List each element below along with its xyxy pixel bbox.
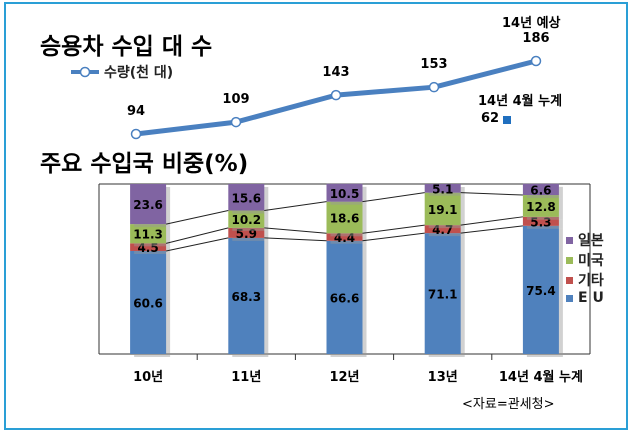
bar-value-label: 66.6 [330,291,360,305]
line-chart: 94 109 143 153 186 [127,31,550,140]
series-connector [362,232,425,242]
legend-eu: E U [566,290,604,306]
legend-etc-swatch [566,276,573,284]
series-connector [362,192,425,203]
legend-usa-label: 미국 [578,253,604,269]
legend-eu-swatch [566,294,573,302]
bar-segment-미국 [326,201,363,234]
bar-chart-title: 주요 수입국 비중(%) [40,151,249,177]
legend-etc-label: 기타 [578,273,604,289]
series-connector [264,237,327,242]
series-connector [165,237,229,252]
legend-japan-swatch [566,236,573,244]
bar-value-label: 4.5 [137,241,158,255]
bar-segment-미국 [522,195,559,217]
category-label: 11년 [231,370,261,385]
category-label: 13년 [428,370,458,385]
bar-segment-미국 [228,210,265,228]
category-label: 12년 [329,370,359,385]
bar-value-label: 15.6 [231,191,261,205]
line-value-label: 153 [420,57,447,72]
bar-segment-일본 [424,184,461,193]
legend-usa-swatch [566,256,573,264]
line-chart-title: 승용차 수입 대 수 [40,34,213,60]
line-point [230,116,242,128]
series-connector [362,224,425,234]
ytd-label: 14년 4월 누계 [478,94,563,109]
series-connector [264,227,327,234]
series-connector [460,192,523,196]
bar-value-label: 5.3 [530,215,551,229]
bar-segment-eu [228,237,265,354]
bar-value-label: 5.1 [432,182,453,196]
bar-segment-기타 [130,243,167,251]
source-note: <자료=관세청> [462,397,555,412]
bar-value-label: 23.6 [133,198,163,212]
bar-value-label: 75.4 [526,284,556,298]
bar-segment-eu [326,240,363,354]
line-point [530,55,542,67]
line-legend-marker [71,66,99,78]
bar-segment-eu [424,233,461,354]
bar-segment-eu [522,225,559,354]
line-point [130,128,142,140]
category-label: 10년 [133,370,163,385]
bar-segment-일본 [228,184,265,211]
category-label: 14년 4월 누계 [499,369,583,385]
bar-segment-기타 [522,216,559,226]
series-connector [264,201,327,212]
series-connector [165,210,229,225]
legend-eu-label: E U [578,290,604,306]
forecast-label: 14년 예상 [502,16,561,31]
bar-value-label: 11.3 [133,228,163,242]
bar-value-label: 5.9 [236,227,257,241]
bar-value-label: 19.1 [428,203,458,217]
series-connector [460,225,523,234]
legend-etc: 기타 [566,270,604,290]
bar-segment-일본 [522,183,559,196]
bar-value-label: 18.6 [330,211,360,225]
bar-value-label: 12.8 [526,200,556,214]
ytd-value: 62 [481,111,500,126]
ytd-marker [503,116,511,124]
bar-segment-eu [130,250,167,354]
bar-value-label: 6.6 [530,183,551,197]
series-connector [165,227,229,244]
bar-chart: 60.6 4.511.3 23.6 10년 68.3 5.910.2 15.6 11년 66.6… [98,182,591,385]
legend-japan: 일본 [566,230,604,250]
line-point [330,89,342,101]
line-legend: 수량(천 대) [70,62,173,82]
bar-value-label: 4.4 [334,231,355,245]
bar-value-label: 10.2 [231,213,261,227]
bar-segment-기타 [228,227,265,238]
bar-value-label: 4.7 [432,223,453,237]
bar-segment-기타 [326,233,363,241]
bar-segment-미국 [424,192,461,226]
bar-segment-미국 [130,224,167,244]
line-legend-label: 수량(천 대) [104,65,174,81]
bar-value-label: 10.5 [330,187,360,201]
line-value-label: 186 [522,31,549,46]
series-connector [460,216,523,226]
line-value-label: 94 [127,104,145,119]
line-value-label: 143 [322,65,349,80]
bar-value-label: 68.3 [231,290,261,304]
line-value-label: 109 [222,92,249,107]
bar-segment-일본 [326,183,363,202]
bar-segment-기타 [424,225,461,234]
bar-value-label: 60.6 [133,296,163,310]
bar-segment-일본 [130,184,167,225]
legend-usa: 미국 [566,250,604,270]
legend-japan-label: 일본 [578,233,604,249]
bar-value-label: 71.1 [428,288,458,302]
line-point [428,81,440,93]
